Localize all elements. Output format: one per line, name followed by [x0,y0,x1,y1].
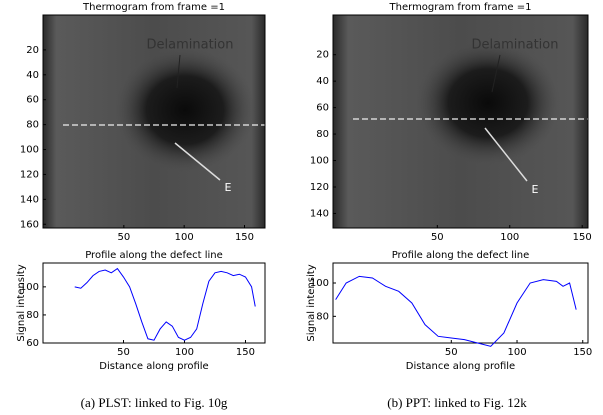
frame [42,262,266,344]
chart-title: Profile along the defect line [392,250,530,261]
x-tick-label: 50 [117,347,130,358]
y-tick-label: 80 [316,311,329,322]
annotation-arrow [491,54,501,93]
x-tick-label: 100 [175,347,194,358]
x-tick-label: 50 [431,232,444,243]
annotation: Delamination [472,38,559,53]
y-tick-label: 120 [20,169,39,180]
y-tick-label: 40 [26,70,39,81]
frame [42,14,266,229]
y-tick-label: 160 [20,219,39,230]
annotation-arrow [174,142,221,181]
defect-region [115,48,255,172]
y-tick-label: 20 [316,50,329,61]
y-tick-label: 60 [26,95,39,106]
chart-title: Profile along the defect line [85,250,223,261]
x-axis-label: Distance along profile [406,361,515,372]
frame [332,262,589,344]
x-tick-label: 150 [236,347,255,358]
y-tick-label: 20 [26,45,39,56]
y-tick-label: 100 [20,145,39,156]
y-tick-label: 120 [310,182,329,193]
y-tick-label: 100 [310,278,329,289]
profile-line [74,267,256,341]
y-tick-label: 60 [26,338,39,349]
defect-region [416,41,560,165]
x-tick-label: 150 [573,347,592,358]
y-tick-label: 80 [26,310,39,321]
caption: (b) PPT: linked to Fig. 12k [387,395,527,410]
annotation: Delamination [147,38,234,53]
x-tick-label: 50 [117,232,130,243]
y-tick-label: 100 [310,156,329,167]
y-tick-label: 60 [316,103,329,114]
y-tick-label: 80 [26,120,39,131]
chart-title: Thermogram from frame =1 [82,2,225,13]
x-tick-label: 100 [175,232,194,243]
annotation-arrow [484,127,528,182]
y-tick-label: 140 [310,208,329,219]
x-tick-label: 50 [445,347,458,358]
profile-line [335,275,577,347]
x-tick-label: 100 [507,347,526,358]
x-tick-label: 100 [500,232,519,243]
y-axis-label: Signal intensity [306,264,317,341]
annotation: E [225,181,232,194]
frame [332,14,589,229]
annotation-arrow [176,54,181,89]
y-tick-label: 100 [20,282,39,293]
caption: (a) PLST: linked to Fig. 10g [81,395,228,410]
y-tick-label: 40 [316,76,329,87]
y-axis-label: Signal intensity [16,264,27,341]
y-tick-label: 140 [20,194,39,205]
annotation: E [532,183,539,196]
x-axis-label: Distance along profile [99,361,208,372]
chart-title: Thermogram from frame =1 [389,2,532,13]
x-tick-label: 150 [573,232,592,243]
x-tick-label: 150 [235,232,254,243]
y-tick-label: 80 [316,129,329,140]
